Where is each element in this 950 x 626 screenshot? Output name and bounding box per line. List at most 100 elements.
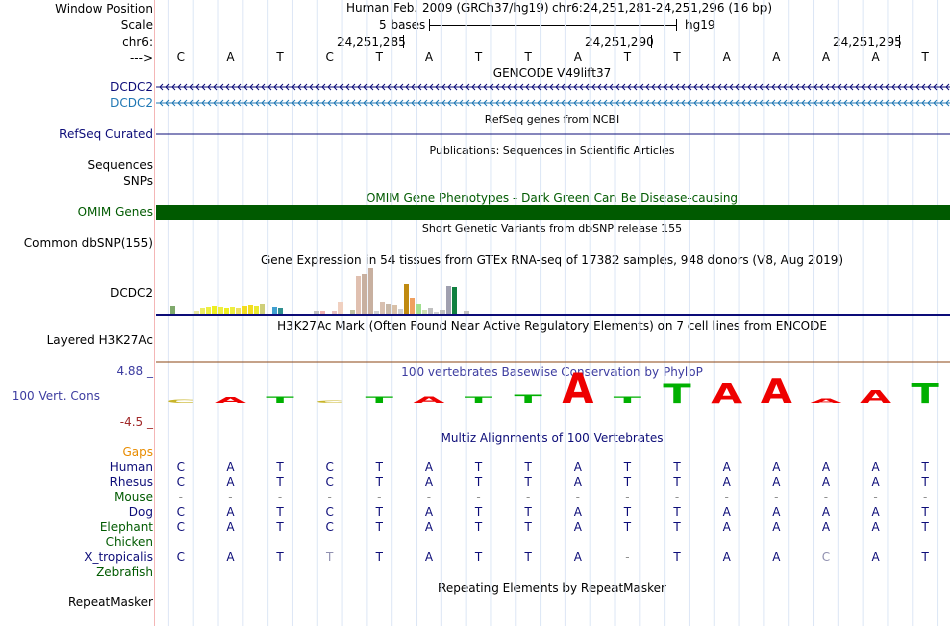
ruler-base: T bbox=[673, 50, 681, 64]
strand-chevron bbox=[423, 83, 428, 91]
phylop-letter: A bbox=[761, 372, 792, 411]
strand-chevron bbox=[543, 99, 548, 107]
aligned-base: - bbox=[873, 490, 878, 504]
h3k27ac-label[interactable]: Layered H3K27Ac bbox=[46, 333, 153, 347]
species-label-elephant: Elephant bbox=[99, 520, 153, 534]
strand-chevron bbox=[435, 83, 440, 91]
phylop-letter: T bbox=[614, 395, 642, 405]
aligned-base: - bbox=[625, 550, 630, 564]
strand-chevron bbox=[255, 83, 260, 91]
strand-chevron bbox=[159, 83, 164, 91]
strand-chevron bbox=[723, 83, 728, 91]
strand-chevron bbox=[471, 99, 476, 107]
phylop-letter: A bbox=[413, 395, 445, 405]
ruler-base: A bbox=[871, 50, 880, 64]
strand-chevron bbox=[639, 99, 644, 107]
strand-chevron bbox=[243, 99, 248, 107]
ruler-tick bbox=[899, 35, 900, 48]
ruler-tick-label: 24,251,285 bbox=[337, 35, 406, 49]
pubs-sequences-label[interactable]: Sequences bbox=[87, 158, 153, 172]
phylop-letter: C bbox=[315, 399, 344, 403]
phylop-letter: A bbox=[562, 364, 593, 413]
aligned-base: T bbox=[921, 505, 929, 519]
strand-chevron bbox=[393, 99, 398, 107]
strand-chevron bbox=[669, 99, 674, 107]
strand-chevron bbox=[429, 83, 434, 91]
strand-chevron bbox=[651, 83, 656, 91]
strand-chevron bbox=[933, 83, 938, 91]
strand-chevron bbox=[267, 83, 272, 91]
strand-chevron bbox=[831, 99, 836, 107]
aligned-base: T bbox=[375, 460, 383, 474]
strand-chevron bbox=[321, 83, 326, 91]
phylop-letter: T bbox=[912, 378, 940, 410]
strand-chevron bbox=[345, 99, 350, 107]
strand-chevron bbox=[675, 83, 680, 91]
strand-chevron bbox=[489, 83, 494, 91]
gtex-bar bbox=[362, 274, 367, 314]
strand-chevron bbox=[555, 99, 560, 107]
gencode-label[interactable]: DCDC2 bbox=[110, 80, 153, 94]
strand-chevron bbox=[441, 83, 446, 91]
strand-chevron bbox=[819, 83, 824, 91]
aligned-base: A bbox=[573, 550, 582, 564]
strand-chevron bbox=[585, 83, 590, 91]
strand-chevron bbox=[615, 83, 620, 91]
aligned-base: T bbox=[276, 505, 284, 519]
strand-chevron bbox=[699, 99, 704, 107]
aligned-base: T bbox=[673, 550, 681, 564]
strand-chevron bbox=[759, 99, 764, 107]
gtex-bar bbox=[410, 298, 415, 314]
strand-chevron bbox=[237, 83, 242, 91]
gaps-label: Gaps bbox=[122, 445, 153, 459]
aligned-base: A bbox=[871, 550, 880, 564]
gtex-label[interactable]: DCDC2 bbox=[110, 286, 153, 300]
repeatmasker-label[interactable]: RepeatMasker bbox=[67, 595, 153, 609]
ruler-base: T bbox=[921, 50, 929, 64]
strand-chevron bbox=[435, 99, 440, 107]
strand-chevron bbox=[429, 99, 434, 107]
strand-chevron bbox=[603, 83, 608, 91]
strand-chevron bbox=[363, 83, 368, 91]
aligned-base: C bbox=[325, 520, 334, 534]
gtex-bar bbox=[416, 304, 421, 314]
strand-chevron bbox=[339, 83, 344, 91]
gtex-bar bbox=[350, 310, 355, 314]
phylop-label[interactable]: 100 Vert. Cons bbox=[11, 389, 100, 403]
strand-chevron bbox=[273, 99, 278, 107]
aligned-base: A bbox=[772, 550, 781, 564]
strand-chevron bbox=[279, 83, 284, 91]
species-label-dog: Dog bbox=[128, 505, 153, 519]
gencode-label[interactable]: DCDC2 bbox=[110, 96, 153, 110]
strand-chevron bbox=[675, 99, 680, 107]
strand-chevron bbox=[783, 83, 788, 91]
refseq-label[interactable]: RefSeq Curated bbox=[59, 127, 153, 141]
scale-bar bbox=[429, 19, 677, 31]
position-readout[interactable]: chr6:24,251,281-24,251,296 (16 bp) bbox=[552, 1, 773, 15]
strand-chevron bbox=[795, 99, 800, 107]
strand-chevron bbox=[387, 99, 392, 107]
pubs-snps-label[interactable]: SNPs bbox=[123, 174, 153, 188]
strand-chevron bbox=[795, 83, 800, 91]
aligned-base: T bbox=[326, 550, 334, 564]
gtex-bar bbox=[464, 311, 469, 314]
strand-chevron bbox=[195, 99, 200, 107]
strand-chevron bbox=[213, 83, 218, 91]
aligned-base: - bbox=[674, 490, 680, 504]
strand-chevron bbox=[729, 83, 734, 91]
scale-label: Scale bbox=[120, 18, 153, 32]
strand-chevron bbox=[747, 83, 752, 91]
strand-chevron bbox=[285, 99, 290, 107]
aligned-base: T bbox=[524, 475, 532, 489]
strand-chevron bbox=[417, 99, 422, 107]
strand-chevron bbox=[171, 99, 176, 107]
strand-chevron bbox=[567, 83, 572, 91]
strand-chevron bbox=[375, 99, 380, 107]
strand-chevron bbox=[825, 83, 830, 91]
ruler-base: A bbox=[573, 50, 582, 64]
strand-chevron bbox=[573, 83, 578, 91]
strand-chevron bbox=[627, 83, 632, 91]
dbsnp-label[interactable]: Common dbSNP(155) bbox=[23, 236, 153, 250]
omim-label[interactable]: OMIM Genes bbox=[77, 205, 153, 219]
strand-chevron bbox=[513, 83, 518, 91]
